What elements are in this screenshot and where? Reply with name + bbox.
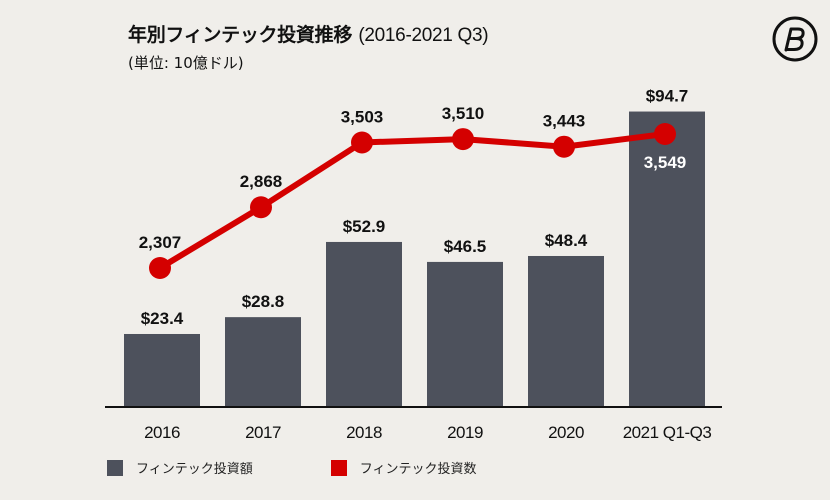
legend-swatch-amount: [107, 459, 123, 476]
line-point: [351, 131, 373, 154]
line-point: [654, 122, 676, 145]
line-value-label: 3,443: [543, 112, 586, 131]
legend-item-count: フィンテック投資数: [330, 458, 477, 477]
bar-labels: $23.4 $28.8 $52.9 $46.5 $48.4 $94.7: [141, 87, 689, 328]
x-tick-labels: 2016 2017 2018 2019 2020 2021 Q1-Q3: [144, 423, 712, 442]
legend-swatch-count: [330, 459, 347, 476]
line-point: [149, 257, 171, 279]
line-value-label: 3,549: [644, 153, 687, 172]
x-tick-label: 2016: [144, 423, 180, 442]
line-value-label: 3,503: [341, 107, 384, 126]
x-tick-label: 2018: [346, 423, 382, 442]
line-labels: 2,307 2,868 3,503 3,510 3,443 3,549: [139, 104, 687, 252]
line-point: [452, 128, 474, 151]
chart-title-range: (2016-2021 Q3): [358, 25, 489, 46]
line-path: [158, 131, 666, 271]
legend-label-amount: フィンテック投資額: [136, 462, 253, 477]
bar-value-label: $52.9: [343, 217, 386, 236]
line-value-label: 2,868: [240, 172, 283, 191]
legend-item-amount: フィンテック投資額: [107, 458, 253, 477]
line-value-label: 3,510: [442, 104, 485, 123]
brand-b-circle-icon: [772, 16, 818, 62]
line-series: [149, 122, 676, 279]
line-point: [250, 196, 272, 219]
bar-series: [124, 111, 705, 407]
bar-value-label: $48.4: [545, 231, 588, 250]
x-tick-label: 2019: [447, 423, 483, 442]
bar: [528, 255, 604, 407]
bar: [427, 261, 503, 407]
x-tick-label: 2021 Q1-Q3: [623, 423, 712, 442]
line-value-label: 2,307: [139, 233, 182, 252]
chart-title: 年別フィンテック投資推移 (2016-2021 Q3): [128, 20, 489, 47]
bar: [124, 333, 200, 407]
bar: [225, 317, 301, 407]
chart-subtitle: (単位: 10億ドル): [128, 54, 244, 72]
line-point: [553, 135, 575, 158]
bar: [629, 111, 705, 407]
bar-value-label: $46.5: [444, 237, 487, 256]
legend: フィンテック投資額 フィンテック投資数: [107, 458, 555, 477]
bar-value-label: $94.7: [646, 87, 689, 106]
x-tick-label: 2017: [245, 423, 281, 442]
chart-title-main: 年別フィンテック投資推移: [128, 24, 353, 46]
legend-label-count: フィンテック投資数: [359, 462, 477, 477]
bar-value-label: $23.4: [141, 309, 184, 328]
x-tick-label: 2020: [548, 423, 584, 442]
bar: [326, 241, 402, 407]
bar-value-label: $28.8: [242, 292, 285, 311]
